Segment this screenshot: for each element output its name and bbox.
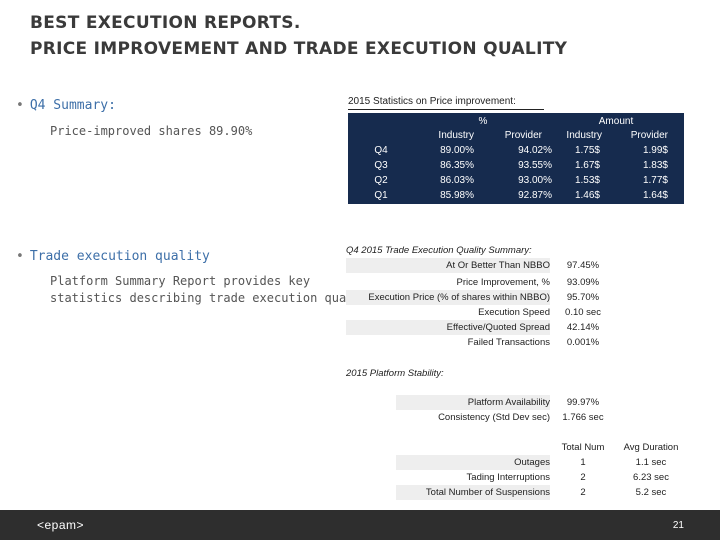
table-row: Total Number of Suspensions — [396, 485, 550, 500]
amt-industry: 1.53$ — [574, 175, 600, 186]
pct-industry: 86.03% — [440, 175, 474, 186]
stability-caption: 2015 Platform Stability: — [346, 368, 444, 379]
table-row: Execution Speed — [346, 305, 550, 320]
metric-value: 0.10 sec — [565, 307, 601, 318]
amt-provider: 1.99$ — [642, 145, 668, 156]
pct-provider: 93.00% — [518, 175, 552, 186]
pct-industry: 89.00% — [440, 145, 474, 156]
event-avg: 5.2 sec — [635, 487, 667, 498]
metric-value: 95.70% — [566, 292, 600, 303]
table-row: Tading Interruptions — [396, 470, 550, 485]
amt-provider: 1.83$ — [642, 160, 668, 171]
metric-value: 42.14% — [566, 322, 600, 333]
row-label: Q3 — [374, 160, 388, 171]
amt-provider: 1.64$ — [642, 190, 668, 201]
metric-label: Platform Availability — [467, 397, 550, 408]
trade-quality-detail-line-2: statistics describing trade execution qu… — [50, 291, 376, 305]
q4-summary-heading: • Q4 Summary: — [16, 98, 116, 113]
row-label: Q4 — [374, 145, 388, 156]
metric-value: 93.09% — [566, 277, 600, 288]
row-label: Q2 — [374, 175, 388, 186]
pct-provider: 93.55% — [518, 160, 552, 171]
event-label: Tading Interruptions — [466, 472, 550, 483]
page-title: BEST EXECUTION REPORTS. PRICE IMPROVEMEN… — [30, 10, 567, 62]
col-header-provider: Provider — [504, 130, 542, 141]
metric-label: Price Improvement, % — [456, 277, 550, 288]
metric-value: 99.97% — [566, 397, 600, 408]
pct-industry: 85.98% — [440, 190, 474, 201]
table-row: Effective/Quoted Spread — [346, 320, 550, 335]
metric-label: Execution Speed — [478, 307, 550, 318]
q4-summary-detail: Price-improved shares 89.90% — [50, 124, 253, 138]
q4-summary-heading-text: Q4 Summary: — [29, 98, 116, 113]
amt-industry: 1.46$ — [574, 190, 600, 201]
table-row: Platform Availability — [396, 395, 550, 410]
epam-logo: <epam> — [37, 518, 85, 532]
trade-quality-heading: • Trade execution quality — [16, 249, 210, 264]
amt-provider: 1.77$ — [642, 175, 668, 186]
table-row: Outages — [396, 455, 550, 470]
group-pct-header: % — [478, 116, 488, 127]
metric-value: 97.45% — [566, 260, 600, 271]
trade-quality-detail-line-1: Platform Summary Report provides key — [50, 274, 311, 288]
amt-industry: 1.75$ — [574, 145, 600, 156]
table-row: Execution Price (% of shares within NBBO… — [346, 290, 550, 305]
trade-quality-detail: Platform Summary Report provides key sta… — [50, 273, 375, 307]
metric-label: Failed Transactions — [467, 337, 550, 348]
pct-industry: 86.35% — [440, 160, 474, 171]
metric-label: At Or Better Than NBBO — [446, 260, 550, 271]
bullet-icon: • — [16, 98, 24, 113]
col-header-industry-amount: Industry — [566, 130, 602, 141]
row-label: Q1 — [374, 190, 388, 201]
pct-provider: 94.02% — [518, 145, 552, 156]
price-improvement-table: % Amount Industry Provider Industry Prov… — [348, 113, 684, 204]
event-total: 2 — [580, 487, 586, 498]
metric-label: Effective/Quoted Spread — [446, 322, 550, 333]
event-avg: 6.23 sec — [633, 472, 669, 483]
amt-industry: 1.67$ — [574, 160, 600, 171]
metric-value: 1.766 sec — [562, 412, 604, 423]
event-avg: 1.1 sec — [635, 457, 667, 468]
title-line-1: BEST EXECUTION REPORTS. — [30, 13, 301, 33]
event-total: 2 — [580, 472, 586, 483]
price-improvement-caption: 2015 Statistics on Price improvement: — [348, 95, 544, 110]
execution-quality-caption: Q4 2015 Trade Execution Quality Summary: — [346, 245, 532, 256]
table-row: At Or Better Than NBBO — [346, 258, 550, 273]
trade-quality-heading-text: Trade execution quality — [29, 249, 210, 264]
group-amount-header: Amount — [598, 116, 634, 127]
event-total: 1 — [580, 457, 586, 468]
metric-value: 0.001% — [566, 337, 600, 348]
title-line-2: PRICE IMPROVEMENT AND TRADE EXECUTION QU… — [30, 39, 568, 59]
col-header-provider-amount: Provider — [630, 130, 668, 141]
metric-label: Consistency (Std Dev sec) — [438, 412, 550, 423]
event-label: Outages — [514, 457, 550, 468]
footer-bar: <epam> 21 — [0, 510, 720, 540]
col-header-total-num: Total Num — [561, 442, 605, 453]
col-header-avg-duration: Avg Duration — [623, 442, 679, 453]
pct-provider: 92.87% — [518, 190, 552, 201]
table-row: Failed Transactions — [346, 335, 550, 350]
event-label: Total Number of Suspensions — [425, 487, 550, 498]
col-header-industry: Industry — [438, 130, 474, 141]
page-number: 21 — [672, 520, 684, 531]
table-row: Price Improvement, % — [346, 275, 550, 290]
table-row: Consistency (Std Dev sec) — [396, 410, 550, 425]
bullet-icon: • — [16, 249, 24, 264]
metric-label: Execution Price (% of shares within NBBO… — [368, 292, 550, 303]
